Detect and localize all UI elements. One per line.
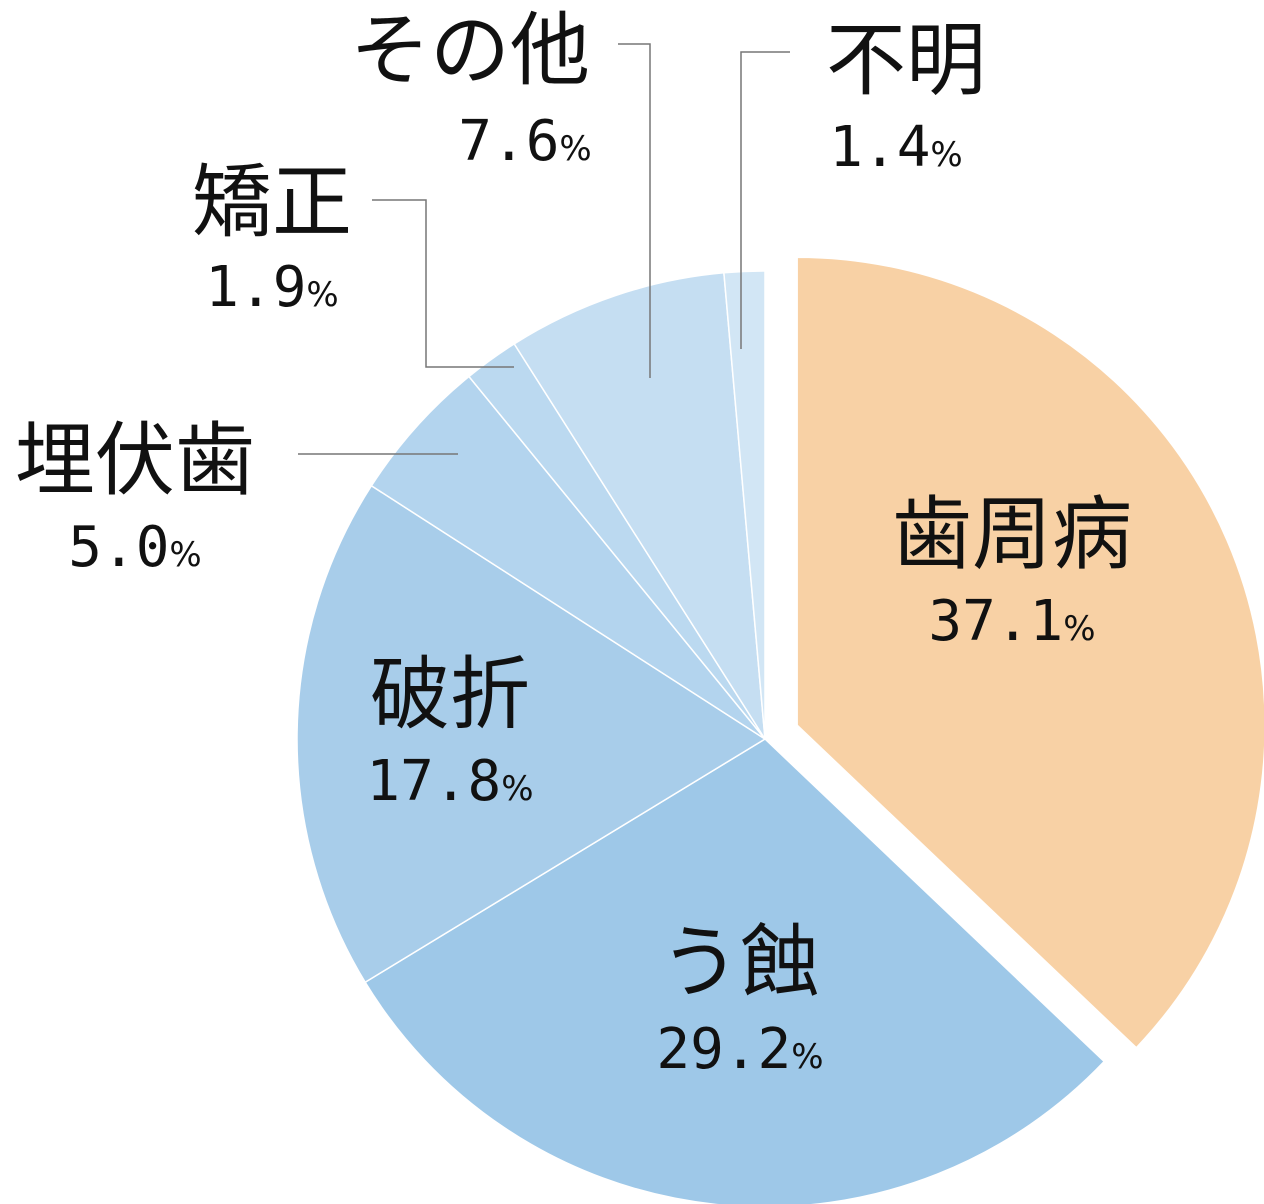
slice-value-6: 7.6% bbox=[458, 109, 591, 174]
pie-slice-1 bbox=[796, 256, 1264, 1049]
slice-value-4: 5.0% bbox=[68, 515, 201, 580]
leader-line-5 bbox=[372, 199, 514, 368]
slice-label-7: 不明 bbox=[826, 14, 986, 107]
leader-lines bbox=[298, 43, 790, 455]
slice-value-7: 1.4% bbox=[829, 115, 962, 180]
leader-line-7 bbox=[740, 51, 790, 349]
slice-label-6: その他 bbox=[350, 4, 590, 97]
slice-value-1: 37.1% bbox=[928, 589, 1095, 654]
slice-value-3: 17.8% bbox=[366, 749, 533, 814]
slice-label-3: 破折 bbox=[370, 648, 530, 741]
slice-value-2: 29.2% bbox=[656, 1017, 823, 1082]
pie-slices bbox=[296, 256, 1264, 1204]
slice-value-5: 1.9% bbox=[205, 255, 338, 320]
slice-label-5: 矯正 bbox=[192, 156, 352, 249]
slice-label-2: う蝕 bbox=[660, 916, 820, 1009]
pie-slice-4 bbox=[370, 375, 766, 740]
pie-slice-7 bbox=[723, 270, 766, 740]
slice-label-4: 埋伏歯 bbox=[15, 414, 255, 507]
leader-line-6 bbox=[618, 43, 651, 378]
slice-labels: 歯周病 37.1% う蝕 29.2% 破折 17.8% 埋伏歯 5.0% 矯正1.9% その他 7.… bbox=[15, 4, 1132, 1082]
pie-slice-3 bbox=[296, 484, 767, 984]
slice-label-1: 歯周病 bbox=[892, 488, 1132, 581]
pie-slice-2 bbox=[364, 738, 1106, 1204]
pie-slice-6 bbox=[513, 271, 766, 740]
